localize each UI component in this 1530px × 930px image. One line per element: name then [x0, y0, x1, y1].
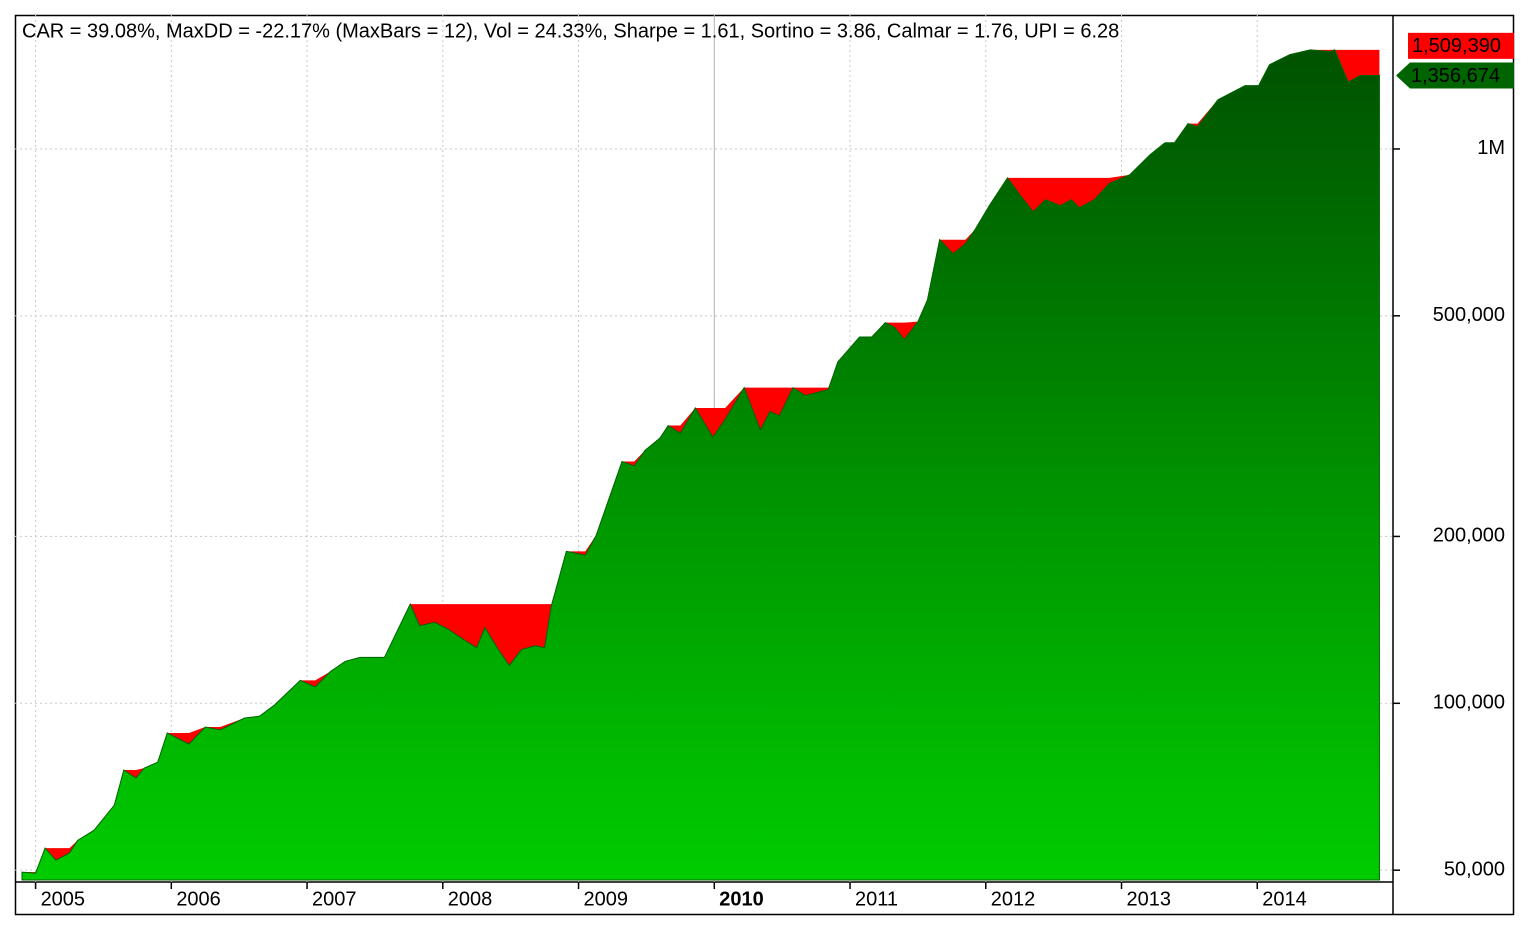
x-tick-label: 2010 [719, 888, 764, 910]
value-tag-label: 1,356,674 [1411, 65, 1500, 87]
x-tick-label: 2007 [312, 888, 357, 910]
y-tick-label: 200,000 [1433, 525, 1505, 547]
x-tick-label: 2011 [855, 888, 898, 910]
x-tick-label: 2012 [991, 888, 1035, 910]
labels: 2005 2006 2007 2008 2009 2010 2011 2012 2013 2014… [41, 32, 1514, 910]
area [21, 49, 1380, 881]
y-tick-label: 50,000 [1444, 858, 1505, 880]
value-tag [1396, 62, 1514, 89]
chart-title: CAR = 39.08%, MaxDD = -22.17% (MaxBars =… [22, 20, 1119, 42]
y-tick-label: 1M [1477, 137, 1505, 159]
value-tag [1408, 32, 1514, 59]
x-tick-label: 2009 [584, 888, 629, 910]
plot-area [21, 49, 1380, 881]
x-tick-label: 2006 [176, 888, 221, 910]
y-tick-label: 500,000 [1433, 304, 1505, 326]
y-tick-label: 100,000 [1433, 692, 1505, 714]
frame [14, 14, 1515, 916]
x-tick-label: 2005 [41, 888, 86, 910]
value-tag-label: 1,509,390 [1412, 35, 1501, 57]
x-tick-label: 2014 [1262, 888, 1307, 910]
x-tick-label: 2008 [448, 888, 493, 910]
x-tick-label: 2013 [1127, 888, 1172, 910]
